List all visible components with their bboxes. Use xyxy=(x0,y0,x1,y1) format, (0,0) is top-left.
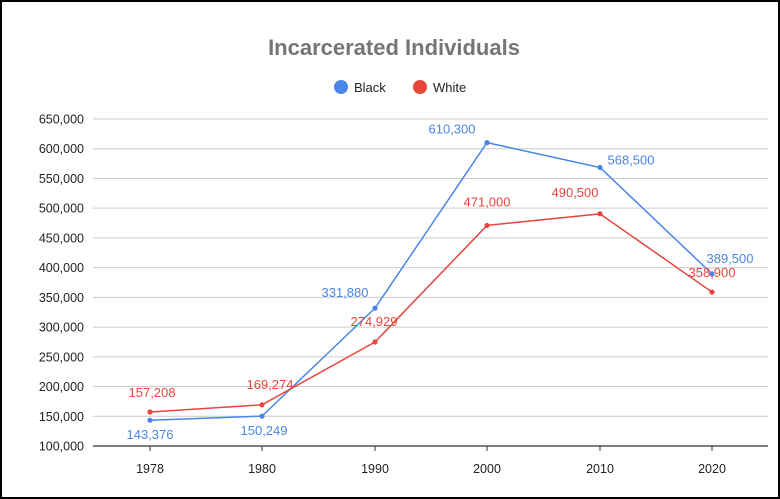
data-label-white: 157,208 xyxy=(129,385,176,400)
x-tick-label: 1980 xyxy=(248,462,276,476)
data-point-black xyxy=(709,271,715,277)
x-tick-label: 2000 xyxy=(473,462,501,476)
data-label-white: 358,900 xyxy=(689,265,736,280)
data-label-black: 389,500 xyxy=(707,251,754,266)
data-point-white xyxy=(709,289,715,295)
y-axis: 100,000 150,000 200,000 250,000 300,000 350,0… xyxy=(39,113,84,454)
data-label-white: 169,274 xyxy=(247,377,294,392)
series-line-black xyxy=(149,141,713,421)
data-labels: 143,376 150,249 331,880 610,300 568,500 389,5… xyxy=(127,122,754,443)
y-tick-label: 650,000 xyxy=(39,113,84,127)
y-tick-label: 400,000 xyxy=(39,261,84,275)
data-label-black: 331,880 xyxy=(322,285,369,300)
legend-label-white: White xyxy=(433,80,466,95)
y-tick-label: 550,000 xyxy=(39,172,84,186)
y-tick-label: 500,000 xyxy=(39,202,84,216)
data-point-white xyxy=(597,211,603,217)
data-point-black xyxy=(259,413,265,419)
data-point-black xyxy=(147,417,153,423)
data-label-white: 274,929 xyxy=(351,314,398,329)
y-tick-label: 200,000 xyxy=(39,380,84,394)
data-label-white: 471,000 xyxy=(464,194,511,209)
data-point-white xyxy=(372,339,378,345)
series-layer xyxy=(147,140,715,423)
data-point-white xyxy=(147,409,153,415)
y-tick-label: 600,000 xyxy=(39,142,84,156)
data-label-white: 490,500 xyxy=(552,185,599,200)
x-tick-label: 1990 xyxy=(361,462,389,476)
y-tick-label: 250,000 xyxy=(39,350,84,364)
data-label-black: 143,376 xyxy=(127,427,174,442)
data-point-white xyxy=(484,222,490,229)
y-tick-label: 100,000 xyxy=(39,440,84,454)
gridlines xyxy=(93,118,768,447)
data-point-black xyxy=(484,140,490,146)
legend: Black White xyxy=(334,80,466,95)
y-tick-label: 300,000 xyxy=(39,321,84,335)
legend-marker-white xyxy=(413,80,427,94)
x-tick-label: 2010 xyxy=(586,462,614,476)
chart-title: Incarcerated Individuals xyxy=(268,35,520,60)
data-point-white xyxy=(259,402,265,408)
y-tick-label: 150,000 xyxy=(39,410,84,424)
y-tick-label: 450,000 xyxy=(39,231,84,245)
data-label-black: 568,500 xyxy=(608,152,655,167)
data-label-black: 150,249 xyxy=(241,423,288,438)
x-axis: 1978 1980 1990 2000 2010 2020 xyxy=(136,446,726,476)
data-point-black xyxy=(372,305,378,311)
legend-marker-black xyxy=(334,80,348,94)
series-line-white xyxy=(149,213,713,413)
legend-label-black: Black xyxy=(354,80,386,95)
x-tick-label: 2020 xyxy=(698,462,726,476)
x-tick-label: 1978 xyxy=(136,462,164,476)
y-tick-label: 350,000 xyxy=(39,291,84,305)
data-label-black: 610,300 xyxy=(429,122,476,137)
data-point-black xyxy=(597,164,603,171)
